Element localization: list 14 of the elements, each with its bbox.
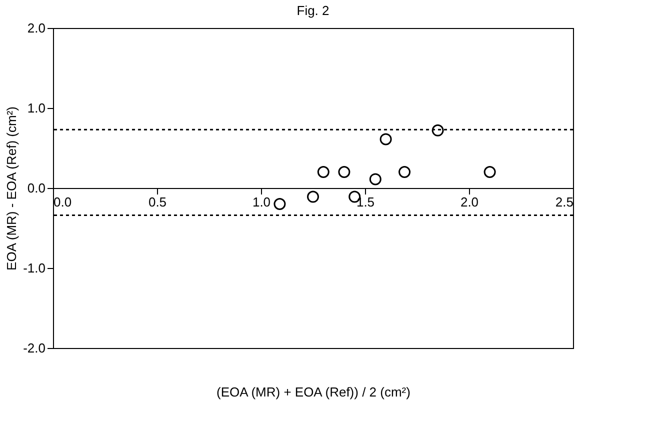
x-tick-label: 0.0: [54, 194, 72, 210]
y-axis-title: EOA (MR) - EOA (Ref) (cm²): [4, 106, 20, 270]
x-tick-label: 2.5: [555, 194, 574, 210]
y-tick-label: 1.0: [27, 100, 46, 116]
chart-title: Fig. 2: [296, 3, 330, 18]
x-tick-label: 1.5: [356, 194, 375, 210]
y-tick-label: -2.0: [23, 340, 46, 356]
y-tick-label: -1.0: [23, 260, 46, 276]
y-tick-label: 0.0: [27, 180, 46, 196]
x-tick-label: 2.0: [460, 194, 479, 210]
x-axis-title: (EOA (MR) + EOA (Ref)) / 2 (cm²): [216, 384, 410, 400]
x-tick-label: 1.0: [252, 194, 271, 210]
y-tick-label: 2.0: [27, 20, 46, 36]
x-tick-label: 0.5: [148, 194, 167, 210]
